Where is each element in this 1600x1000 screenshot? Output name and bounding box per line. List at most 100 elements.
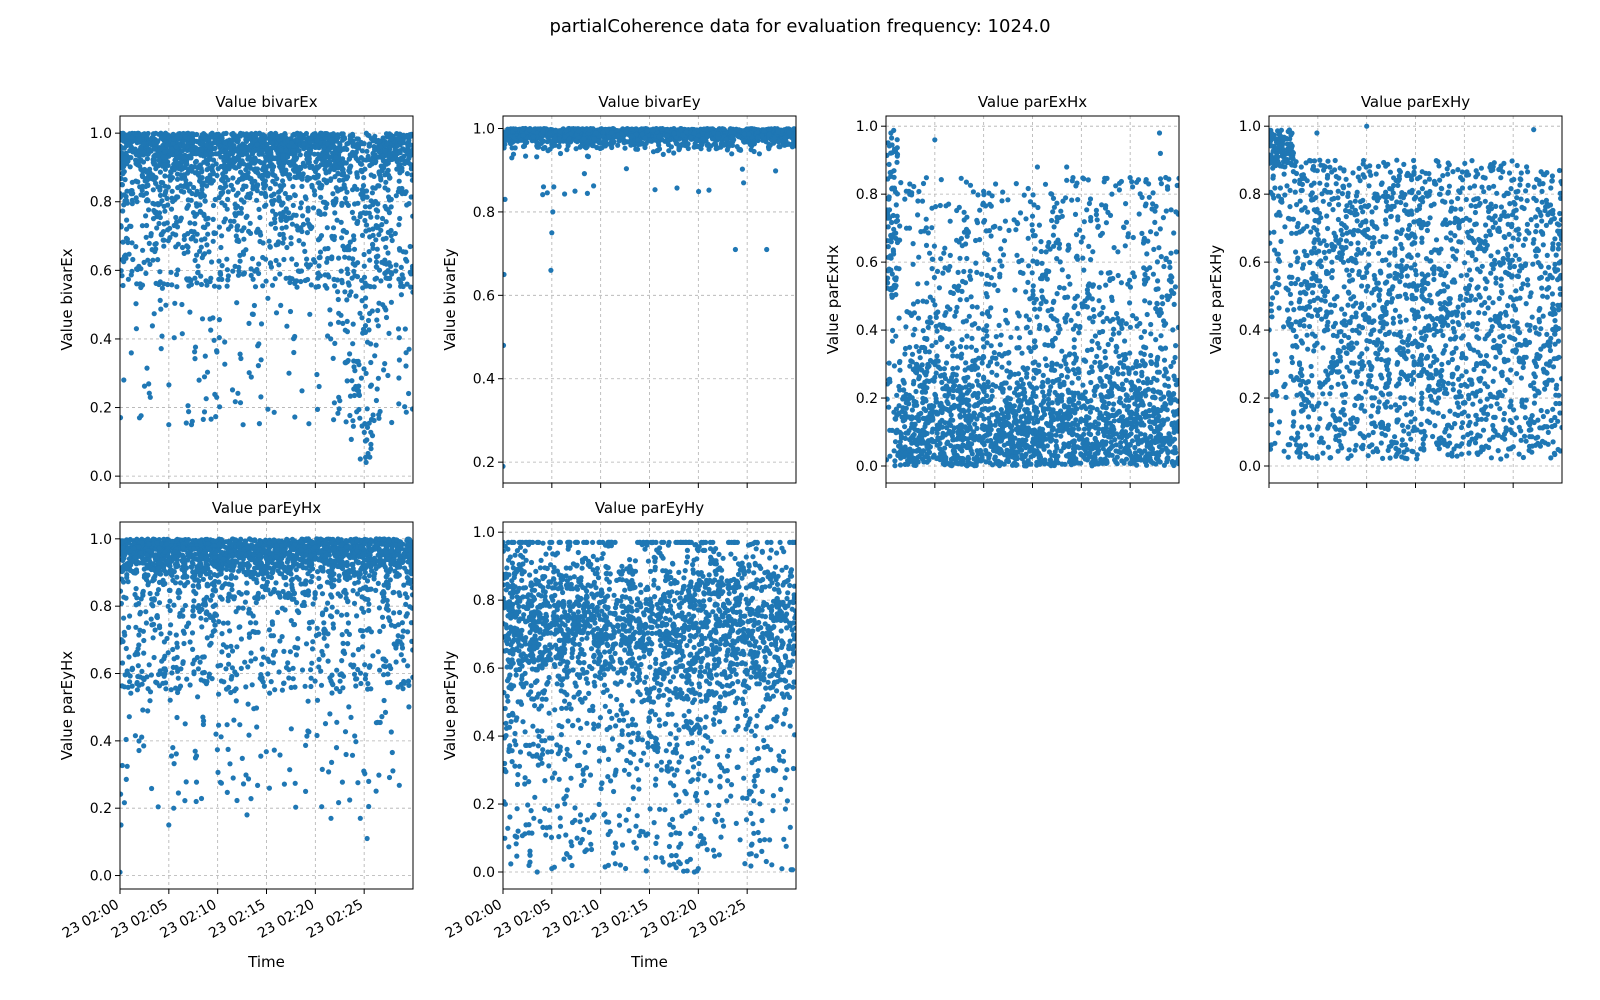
- data-point: [305, 205, 311, 211]
- data-point: [1014, 252, 1020, 258]
- scatter-points: [120, 130, 413, 465]
- data-point: [204, 282, 210, 288]
- data-point: [383, 244, 389, 250]
- data-point: [376, 232, 382, 238]
- data-point: [314, 137, 320, 144]
- data-point: [258, 321, 265, 327]
- data-point: [342, 327, 348, 333]
- data-point: [357, 456, 363, 462]
- data-point: [347, 393, 354, 399]
- data-point: [628, 139, 635, 145]
- data-point: [1061, 285, 1067, 291]
- data-point: [997, 258, 1003, 264]
- data-point: [340, 131, 346, 137]
- data-point: [540, 128, 546, 135]
- data-point: [252, 284, 259, 290]
- data-point: [741, 180, 747, 186]
- data-point: [1127, 300, 1133, 306]
- data-point: [192, 275, 198, 281]
- data-point: [222, 361, 228, 367]
- data-point: [378, 175, 384, 181]
- data-point: [221, 131, 227, 137]
- data-point: [263, 172, 269, 178]
- data-point: [355, 200, 361, 206]
- data-point: [1013, 227, 1019, 233]
- data-point: [512, 145, 518, 151]
- data-point: [193, 158, 199, 164]
- data-point: [300, 241, 306, 247]
- data-point: [287, 159, 293, 165]
- data-point: [289, 256, 295, 262]
- data-point: [383, 314, 390, 321]
- data-point: [1073, 417, 1079, 423]
- data-point: [368, 429, 374, 435]
- data-point: [152, 248, 158, 255]
- data-point: [231, 143, 237, 149]
- data-point: [311, 188, 317, 194]
- data-point: [910, 241, 916, 247]
- data-point: [212, 196, 218, 203]
- data-point: [235, 237, 241, 243]
- data-point: [721, 141, 727, 147]
- data-point: [365, 317, 372, 324]
- data-point: [991, 266, 997, 272]
- data-point: [125, 239, 131, 246]
- data-point: [639, 131, 646, 137]
- data-point: [383, 131, 390, 137]
- data-point: [304, 230, 310, 236]
- data-point: [894, 159, 900, 165]
- data-point: [198, 179, 204, 185]
- data-point: [346, 243, 352, 249]
- data-point: [140, 169, 146, 175]
- data-point: [402, 160, 408, 167]
- data-point: [650, 149, 657, 155]
- data-point: [307, 175, 313, 181]
- data-point: [370, 202, 376, 208]
- data-point: [356, 392, 362, 398]
- data-point: [381, 367, 387, 373]
- data-point: [308, 282, 314, 288]
- data-point: [217, 143, 223, 149]
- data-point: [656, 134, 662, 140]
- data-point: [140, 247, 146, 253]
- data-point: [203, 396, 209, 402]
- data-point: [638, 127, 644, 133]
- data-point: [137, 163, 143, 169]
- data-point: [181, 189, 187, 195]
- data-point: [174, 224, 181, 230]
- data-point: [258, 190, 264, 196]
- data-point: [318, 233, 325, 239]
- data-point: [368, 446, 374, 452]
- data-point: [249, 311, 255, 317]
- data-point: [189, 139, 195, 145]
- data-point: [782, 134, 788, 141]
- data-point: [691, 130, 697, 136]
- data-point: [210, 315, 216, 321]
- data-point: [351, 246, 358, 252]
- data-point: [158, 146, 165, 152]
- data-point: [210, 238, 216, 244]
- data-point: [128, 350, 134, 356]
- data-point: [193, 201, 199, 207]
- data-point: [358, 375, 364, 381]
- data-point: [643, 140, 649, 146]
- data-point: [212, 145, 218, 151]
- data-point: [120, 239, 126, 245]
- data-point: [351, 392, 358, 399]
- data-point: [1032, 246, 1038, 252]
- data-point: [159, 135, 165, 141]
- data-point: [120, 415, 124, 421]
- data-point: [389, 419, 395, 426]
- data-point: [1154, 259, 1160, 265]
- data-point: [974, 378, 980, 384]
- data-point: [330, 225, 337, 231]
- data-point: [184, 170, 191, 176]
- data-point: [315, 283, 321, 290]
- data-point: [144, 175, 150, 181]
- data-point: [389, 271, 395, 277]
- data-point: [902, 351, 908, 357]
- data-point: [120, 273, 125, 279]
- data-point: [308, 135, 314, 141]
